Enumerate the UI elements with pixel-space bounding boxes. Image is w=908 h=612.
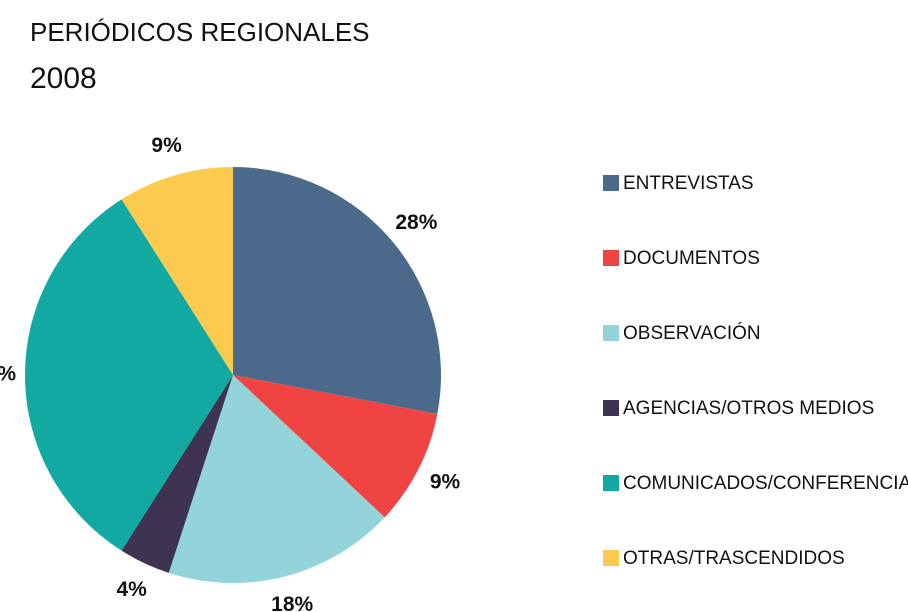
data-label: 4% (116, 578, 147, 601)
pie-slice (121, 375, 233, 573)
legend-swatch (603, 400, 619, 416)
chart-subtitle: 2008 (30, 62, 97, 95)
data-label: 18% (271, 593, 313, 612)
legend-label: DOCUMENTOS (623, 248, 760, 269)
legend-swatch (603, 325, 619, 341)
data-label: 28% (395, 211, 437, 234)
pie-slice (233, 375, 438, 518)
data-label: 32% (0, 363, 16, 386)
data-label: 9% (151, 134, 182, 157)
legend-label: OBSERVACIÓN (623, 322, 761, 344)
chart-title: PERIÓDICOS REGIONALES (30, 17, 370, 47)
legend-label: COMUNICADOS/CONFERENCIAS (623, 473, 908, 494)
pie-slice (233, 167, 441, 414)
legend-swatch (603, 550, 619, 566)
pie-slice (24, 199, 233, 551)
legend-swatch (603, 175, 619, 191)
legend-label: ENTREVISTAS (623, 173, 754, 194)
pie-slice (121, 167, 233, 375)
pie-slice (168, 375, 385, 583)
legend-label: AGENCIAS/OTROS MEDIOS (623, 398, 874, 419)
legend-swatch (603, 475, 619, 491)
data-label: 9% (430, 471, 461, 494)
legend-label: OTRAS/TRASCENDIDOS (623, 548, 845, 569)
legend-swatch (603, 250, 619, 266)
